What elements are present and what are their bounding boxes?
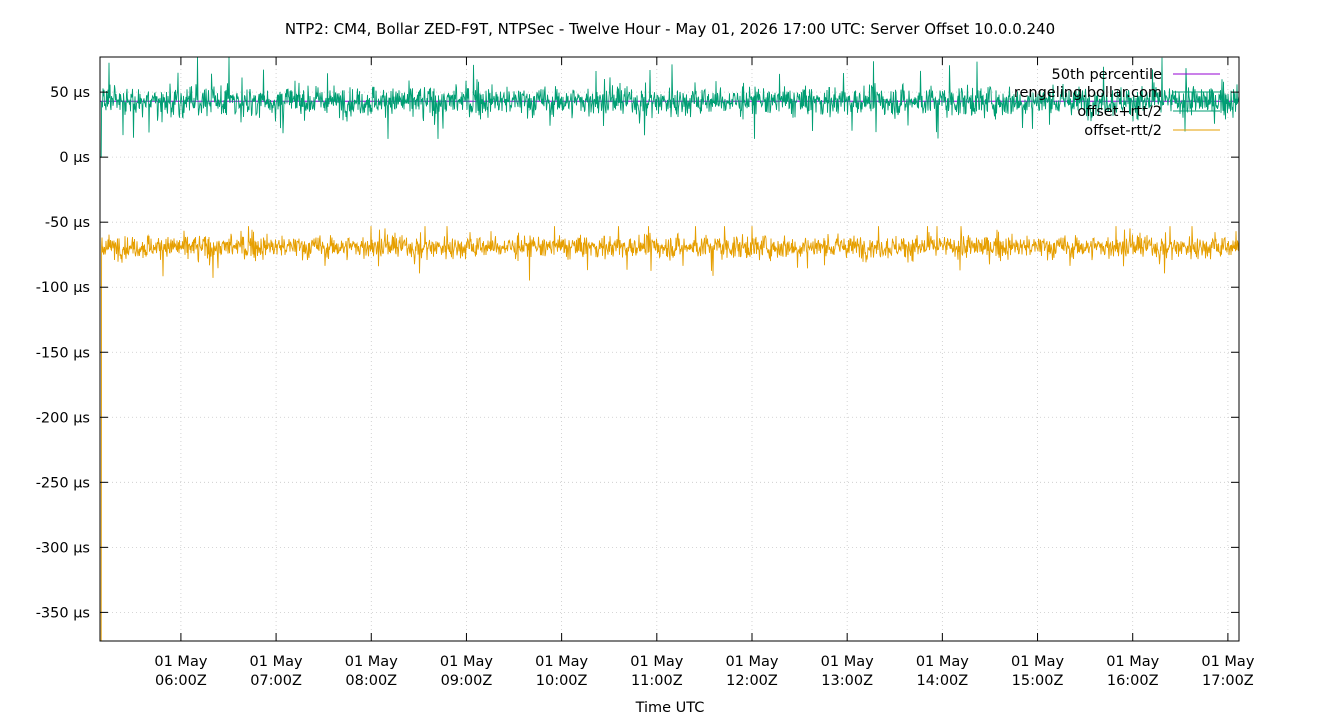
x-tick-label-date: 01 May [250, 654, 303, 670]
x-tick-label-date: 01 May [440, 654, 493, 670]
x-tick-label-date: 01 May [345, 654, 398, 670]
x-tick-label-time: 16:00Z [1107, 673, 1159, 689]
y-tick-label: -350 µs [36, 605, 90, 621]
legend-label: 50th percentile [1052, 67, 1163, 83]
x-tick-label-time: 07:00Z [250, 673, 302, 689]
legend-label: offset+rtt/2 [1077, 104, 1162, 120]
x-tick-label-date: 01 May [916, 654, 969, 670]
x-tick-label-time: 06:00Z [155, 673, 207, 689]
x-tick-label-date: 01 May [1106, 654, 1159, 670]
x-tick-label-date: 01 May [725, 654, 778, 670]
x-tick-label-time: 15:00Z [1012, 673, 1064, 689]
chart-title: NTP2: CM4, Bollar ZED-F9T, NTPSec - Twel… [285, 20, 1055, 38]
y-tick-label: 0 µs [59, 150, 90, 166]
y-tick-label: -50 µs [45, 215, 90, 231]
y-tick-label: -300 µs [36, 540, 90, 556]
x-tick-label-time: 13:00Z [821, 673, 873, 689]
plot-frame [99, 56, 1240, 642]
y-tick-label: 50 µs [50, 85, 90, 101]
y-tick-label: -250 µs [36, 475, 90, 491]
y-tick-label: -100 µs [36, 280, 90, 296]
x-tick-label-date: 01 May [1011, 654, 1064, 670]
x-tick-label-date: 01 May [821, 654, 874, 670]
x-tick-label-time: 08:00Z [345, 673, 397, 689]
y-axis: 50 µs 0 µs -50 µs -100 µs -150 µs -200 µs -250… [36, 85, 1239, 621]
y-tick-label: -150 µs [36, 345, 90, 361]
series-line-offset-minus-rtt [100, 226, 1240, 642]
x-axis: 01 May 06:00Z 01 May 07:00Z 01 May 08:00Z 01 M… [154, 57, 1255, 689]
series-line-offset-plus-rtt [100, 56, 1240, 158]
x-tick-label-date: 01 May [535, 654, 588, 670]
series-layer [100, 56, 1240, 642]
grid-layer [100, 57, 1239, 641]
legend: 50th percentile rengeling.bollar.com offse… [1014, 67, 1220, 139]
x-tick-label-date: 01 May [154, 654, 207, 670]
x-tick-label-time: 12:00Z [726, 673, 778, 689]
x-tick-label-time: 10:00Z [536, 673, 588, 689]
x-tick-label-time: 11:00Z [631, 673, 683, 689]
x-tick-label-time: 17:00Z [1202, 673, 1254, 689]
legend-label: rengeling.bollar.com [1014, 85, 1162, 101]
x-tick-label-time: 14:00Z [916, 673, 968, 689]
y-tick-label: -200 µs [36, 410, 90, 426]
x-tick-label-date: 01 May [1201, 654, 1254, 670]
x-axis-label: Time UTC [635, 700, 705, 716]
x-tick-label-date: 01 May [630, 654, 683, 670]
legend-label: offset-rtt/2 [1084, 123, 1162, 139]
x-tick-label-time: 09:00Z [441, 673, 493, 689]
